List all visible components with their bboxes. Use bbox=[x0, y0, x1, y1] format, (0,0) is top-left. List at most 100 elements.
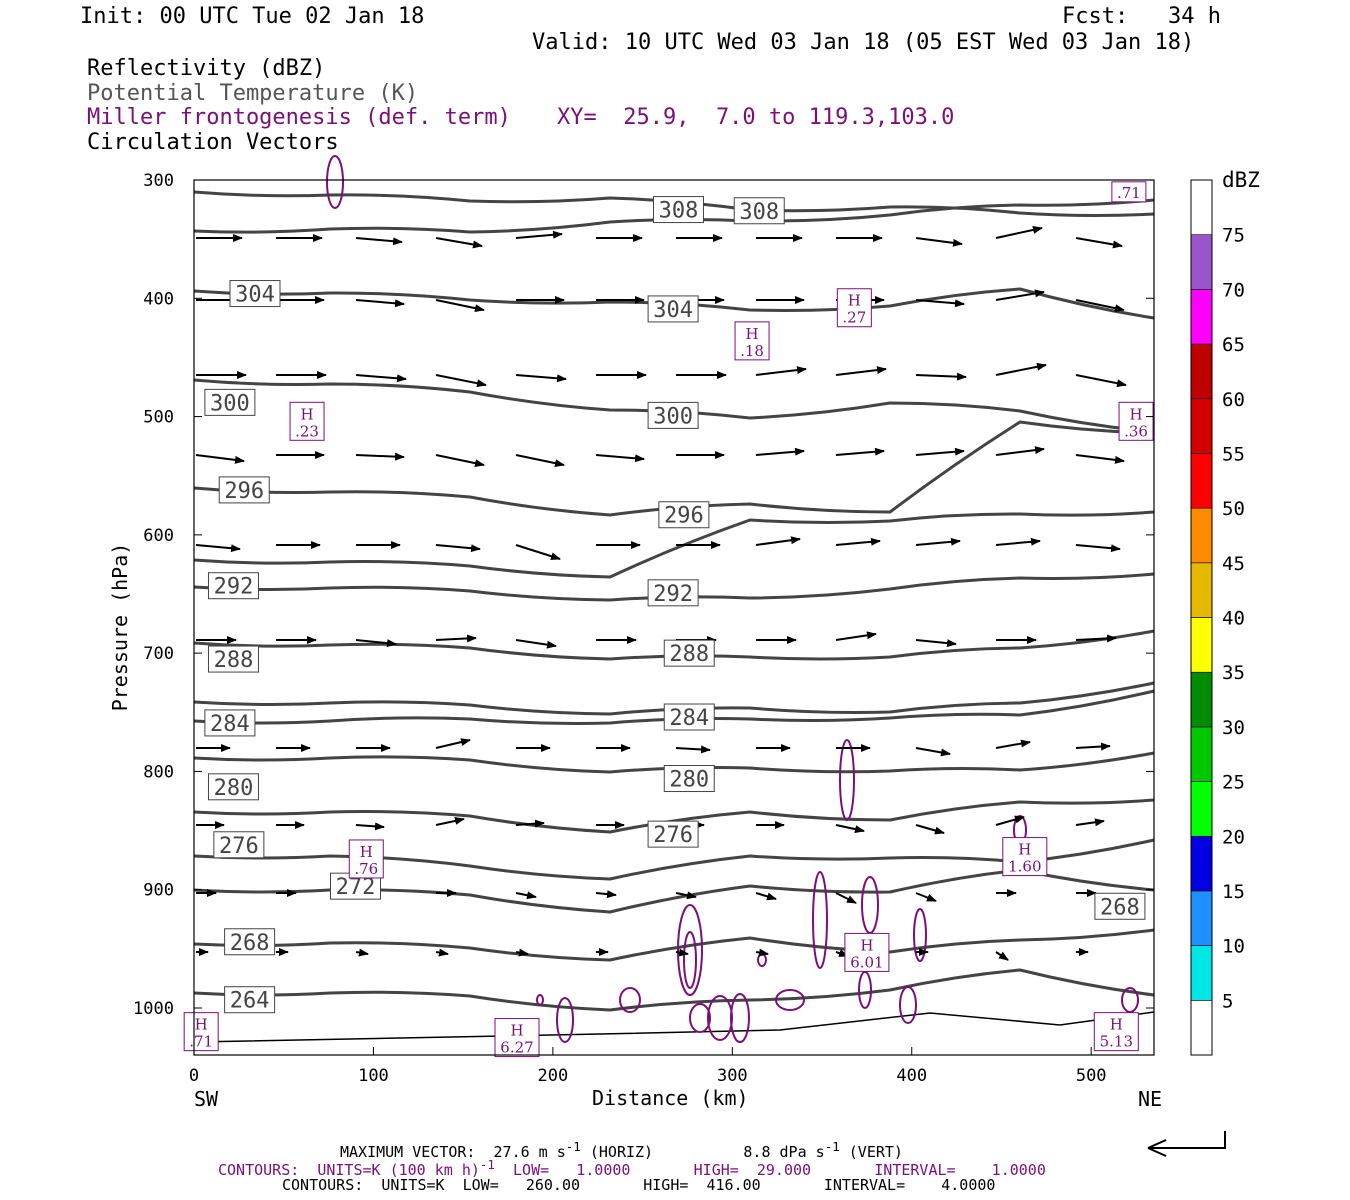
circulation-vector bbox=[1075, 742, 1111, 751]
circulation-vector bbox=[515, 454, 565, 468]
theta-label: 264 bbox=[230, 989, 270, 1014]
colorbar-swatch bbox=[1190, 890, 1213, 946]
front-max-value: .76 bbox=[354, 860, 378, 878]
colorbar-label: 5 bbox=[1222, 990, 1233, 1012]
x-end-right: NE bbox=[1138, 1087, 1163, 1111]
circulation-vector bbox=[995, 739, 1031, 749]
frontogenesis-contour bbox=[683, 931, 697, 989]
colorbar-label: 70 bbox=[1222, 279, 1245, 301]
front-max-value: 1.60 bbox=[1008, 858, 1041, 876]
frontogenesis-contour bbox=[899, 986, 917, 1024]
theta-label: 300 bbox=[653, 404, 693, 429]
circulation-vector bbox=[835, 631, 877, 641]
front-max-box bbox=[844, 932, 890, 972]
y-tick-label: 700 bbox=[143, 644, 174, 664]
field-reflectivity: Reflectivity (dBZ) bbox=[87, 56, 326, 81]
frontogenesis-contour bbox=[556, 997, 574, 1043]
reference-vector-arrow bbox=[1147, 1131, 1226, 1157]
colorbar-swatch bbox=[1190, 617, 1213, 673]
x-tick-label: 200 bbox=[538, 1066, 569, 1086]
circulation-vector bbox=[675, 948, 689, 957]
theta-label-box bbox=[663, 703, 715, 731]
theta-label: 304 bbox=[653, 298, 693, 323]
theta-label-box bbox=[647, 401, 699, 429]
colorbar-label: 25 bbox=[1222, 772, 1245, 794]
circulation-vector bbox=[915, 747, 951, 757]
theta-label: 300 bbox=[210, 391, 250, 416]
valid-time: Valid: 10 UTC Wed 03 Jan 18 (05 EST Wed … bbox=[532, 30, 1195, 55]
front-max-letter: H bbox=[510, 1022, 523, 1040]
circulation-vector bbox=[1075, 237, 1123, 249]
frontogenesis-contour bbox=[1121, 987, 1139, 1013]
colorbar-label: 50 bbox=[1222, 498, 1245, 520]
colorbar-label: 40 bbox=[1222, 608, 1245, 630]
circulation-vector bbox=[915, 372, 967, 381]
theta-label-box bbox=[663, 765, 715, 793]
surface-line bbox=[193, 1011, 1155, 1043]
circulation-vector bbox=[915, 537, 961, 546]
front-max-box bbox=[494, 1018, 540, 1058]
circulation-vector bbox=[1075, 544, 1121, 553]
plot-frame bbox=[193, 179, 1155, 1056]
circulation-vector bbox=[675, 745, 711, 754]
circulation-vector bbox=[435, 544, 481, 553]
x-tick-label: 100 bbox=[358, 1066, 389, 1086]
circulation-vector bbox=[755, 948, 769, 957]
theta-label: 280 bbox=[669, 768, 709, 793]
theta-label-box bbox=[204, 709, 256, 737]
circulation-vector bbox=[835, 892, 857, 904]
field-vectors: Circulation Vectors bbox=[87, 130, 339, 155]
theta-label: 268 bbox=[230, 931, 270, 956]
theta-contour bbox=[193, 798, 1155, 834]
frontogenesis-contour bbox=[689, 1003, 711, 1033]
theta-label-box bbox=[207, 572, 259, 600]
theta-contour bbox=[193, 510, 1155, 579]
circulation-vector bbox=[675, 891, 697, 900]
colorbar-label: 15 bbox=[1222, 881, 1245, 903]
circulation-vector bbox=[1075, 299, 1125, 313]
front-max-letter: H bbox=[1130, 405, 1143, 423]
circulation-vector bbox=[355, 452, 405, 461]
circulation-vector bbox=[1075, 818, 1105, 827]
theta-label: 288 bbox=[669, 642, 709, 667]
y-tick-label: 1000 bbox=[133, 999, 174, 1019]
circulation-vector bbox=[915, 892, 937, 902]
circulation-vector bbox=[995, 537, 1041, 546]
colorbar-label: 45 bbox=[1222, 553, 1245, 575]
x-tick-label: 300 bbox=[717, 1066, 748, 1086]
theta-label-box bbox=[1094, 892, 1146, 920]
theta-label: 284 bbox=[669, 706, 709, 731]
field-frontogenesis: Miller frontogenesis (def. term) bbox=[87, 105, 511, 130]
colorbar: 5 10 15 20 25 30 35 40 45 50 55 60 65 70 75 bbox=[1190, 179, 1245, 1056]
circulation-vector bbox=[995, 362, 1047, 376]
x-tick-label: 400 bbox=[896, 1066, 927, 1086]
frontogenesis-contour bbox=[839, 739, 855, 821]
circulation-vector bbox=[515, 948, 529, 957]
reference-vector bbox=[1147, 1131, 1226, 1157]
frontogenesis-contour bbox=[757, 953, 767, 967]
colorbar-label: 60 bbox=[1222, 389, 1245, 411]
frontogenesis-contour bbox=[858, 971, 872, 1009]
circulation-vector bbox=[435, 634, 477, 643]
front-max-box bbox=[1093, 1012, 1139, 1052]
colorbar-label: 75 bbox=[1222, 225, 1245, 247]
theta-label: 308 bbox=[739, 200, 779, 225]
circulation-vector bbox=[995, 446, 1045, 456]
front-max-value: .36 bbox=[1124, 422, 1148, 440]
circulation-vector bbox=[995, 951, 1009, 961]
circulation-vector bbox=[1075, 634, 1117, 643]
circulation-vector bbox=[435, 299, 485, 313]
theta-label: 272 bbox=[336, 875, 376, 900]
circulation-vector bbox=[915, 639, 957, 648]
circulation-vector bbox=[515, 639, 557, 649]
circulation-vector bbox=[835, 824, 865, 834]
front-max-box bbox=[1002, 837, 1048, 877]
theta-label-box bbox=[652, 196, 704, 224]
colorbar-swatch bbox=[1190, 507, 1213, 564]
circulation-vector bbox=[355, 299, 405, 308]
theta-label-box bbox=[224, 986, 276, 1014]
theta-label-box bbox=[647, 579, 699, 607]
colorbar-swatch bbox=[1190, 453, 1213, 509]
front-max-value: .71 bbox=[189, 1033, 213, 1051]
front-max-box bbox=[1111, 181, 1147, 203]
